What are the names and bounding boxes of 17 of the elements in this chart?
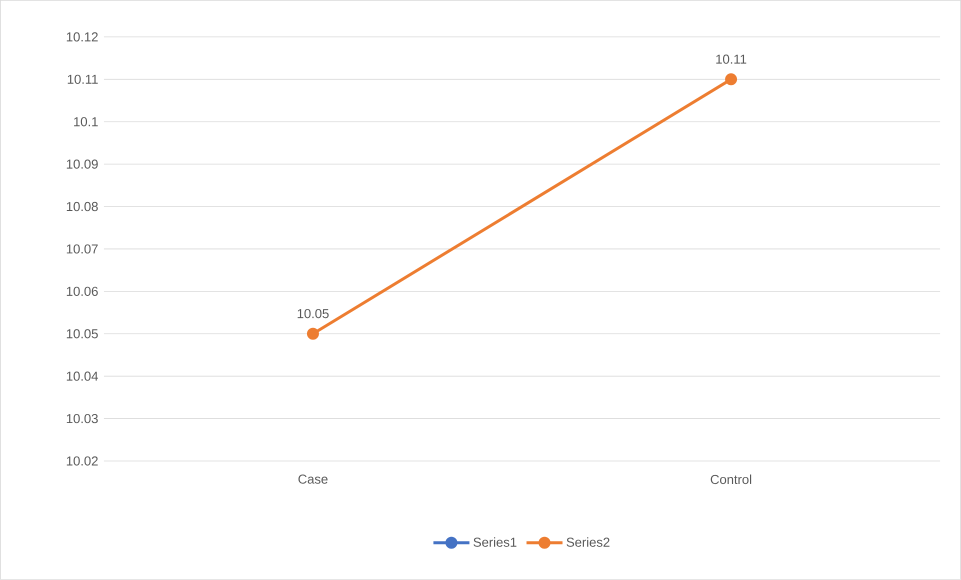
y-tick-label: 10.1: [74, 117, 98, 126]
y-tick-label: 10.07: [66, 244, 98, 254]
y-tick-label: 10.04: [66, 372, 98, 381]
y-tick-label: 10.11: [68, 74, 98, 84]
y-tick-label: 10.09: [66, 160, 98, 169]
data-label: 10.05: [298, 309, 329, 318]
y-tick-label: 10.03: [66, 414, 98, 424]
data-label: 10.11: [716, 54, 746, 64]
y-tick-label: 10.12: [66, 32, 98, 42]
y-tick-label: 10.08: [66, 202, 98, 212]
x-tick-label: Control: [710, 474, 752, 484]
y-tick-label: 10.05: [66, 329, 98, 338]
legend-label: Series1: [474, 537, 516, 547]
y-tick-label: 10.06: [66, 286, 98, 296]
x-tick-label: Case: [298, 474, 328, 484]
legend-label: Series2: [566, 537, 610, 547]
y-tick-label: 10.02: [66, 456, 98, 466]
